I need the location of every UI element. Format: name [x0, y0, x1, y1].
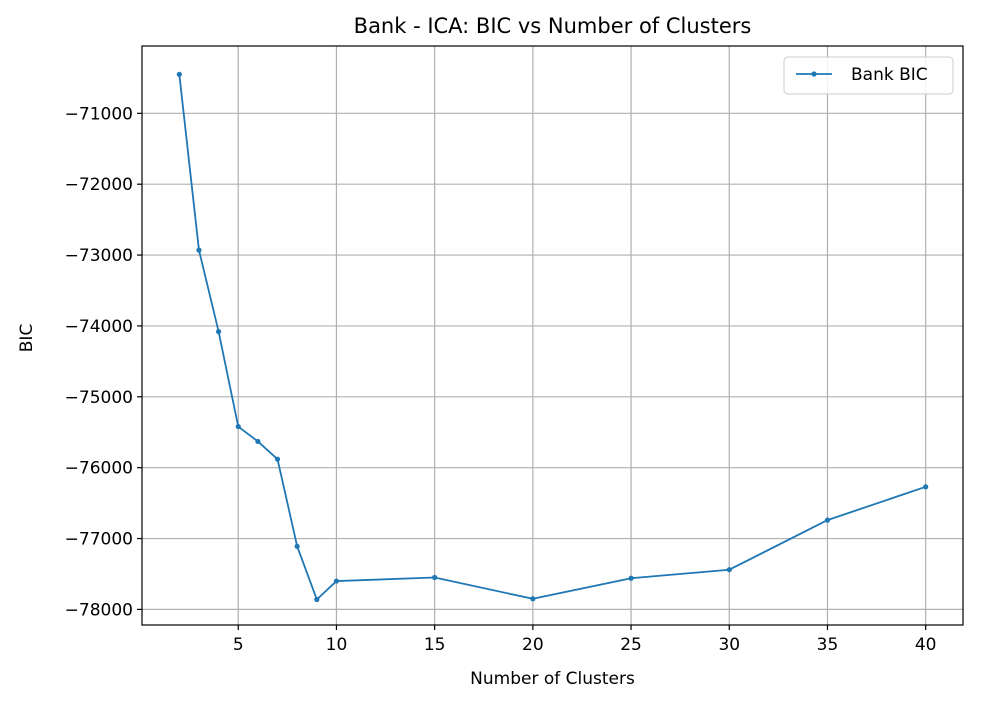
x-tick-label: 25 [620, 635, 642, 655]
legend-marker-swatch [811, 71, 817, 77]
data-point [824, 517, 831, 523]
data-point [216, 329, 222, 335]
legend: Bank BIC [783, 56, 954, 95]
x-tick-label: 5 [233, 635, 244, 655]
x-tick-label: 30 [718, 635, 740, 655]
y-tick-label: −74000 [65, 317, 133, 337]
data-point [176, 71, 182, 77]
data-point [235, 423, 241, 430]
y-tick-label: −75000 [65, 388, 133, 408]
data-point [923, 484, 929, 490]
x-axis-ticks: 5 10 15 20 25 30 35 40 [233, 625, 937, 655]
data-point [294, 543, 300, 549]
plot-frame [141, 45, 964, 626]
data-point [314, 596, 320, 603]
y-axis-ticks: −71000 −72000 −73000 −74000 −75000 −76000 −770… [65, 104, 142, 620]
data-point [628, 575, 634, 581]
legend-box [783, 56, 954, 95]
series [176, 71, 929, 603]
x-axis-label: Number of Clusters [470, 669, 635, 689]
chart-title: Bank - ICA: BIC vs Number of Clusters [354, 14, 752, 38]
y-tick-label: −72000 [65, 175, 133, 195]
grid [142, 46, 963, 625]
data-point [530, 596, 536, 602]
x-tick-label: 10 [326, 635, 348, 655]
data-point [255, 438, 261, 445]
data-point [726, 567, 732, 573]
y-tick-label: −73000 [65, 246, 133, 266]
y-tick-label: −76000 [65, 459, 133, 479]
x-tick-label: 35 [817, 635, 839, 655]
data-point [432, 574, 438, 581]
y-tick-label: −77000 [65, 530, 133, 550]
x-tick-label: 20 [522, 635, 544, 655]
y-tick-label: −78000 [65, 600, 133, 620]
y-axis-label: BIC [17, 324, 37, 353]
data-point [196, 247, 202, 253]
data-point [333, 578, 340, 584]
x-tick-label: 40 [915, 635, 937, 655]
x-tick-label: 15 [424, 635, 446, 655]
y-tick-label: −71000 [65, 104, 133, 124]
legend-label: Bank BIC [851, 65, 928, 85]
data-point [274, 456, 281, 462]
